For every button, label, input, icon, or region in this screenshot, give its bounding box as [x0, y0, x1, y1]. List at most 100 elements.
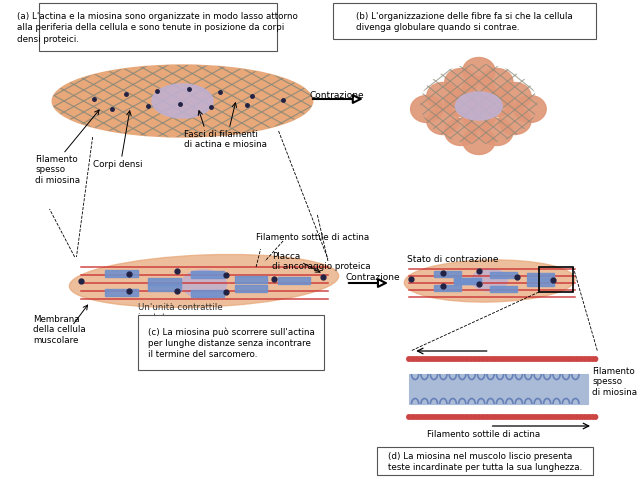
Ellipse shape [578, 357, 581, 361]
Bar [539, 267, 573, 292]
Ellipse shape [578, 415, 581, 420]
Ellipse shape [504, 415, 508, 420]
Ellipse shape [152, 85, 213, 119]
Text: Stato di contrazione: Stato di contrazione [407, 255, 498, 264]
Bar [235, 276, 267, 283]
Ellipse shape [493, 415, 497, 420]
Ellipse shape [485, 357, 489, 361]
Text: Filamento sottile di actina: Filamento sottile di actina [427, 429, 540, 438]
FancyBboxPatch shape [378, 447, 593, 475]
Ellipse shape [594, 415, 597, 420]
Ellipse shape [528, 415, 533, 420]
Ellipse shape [472, 269, 507, 291]
Ellipse shape [507, 357, 511, 361]
Ellipse shape [472, 415, 476, 420]
Bar [434, 286, 461, 291]
Ellipse shape [463, 59, 495, 85]
Ellipse shape [407, 415, 411, 420]
Bar [527, 274, 554, 279]
Ellipse shape [428, 415, 433, 420]
Ellipse shape [512, 357, 516, 361]
Ellipse shape [469, 357, 473, 361]
Ellipse shape [539, 415, 544, 420]
Text: Un'unità contrattile
in stato
di rilasciamento: Un'unità contrattile in stato di rilasci… [137, 302, 222, 332]
Ellipse shape [493, 357, 497, 361]
Ellipse shape [567, 415, 571, 420]
Ellipse shape [515, 357, 519, 361]
Ellipse shape [463, 77, 495, 104]
Ellipse shape [434, 415, 438, 420]
Ellipse shape [412, 415, 416, 420]
Text: (c) La miosina può scorrere sull'actina
per lunghe distanze senza incontrare
il : (c) La miosina può scorrere sull'actina … [148, 327, 314, 359]
Ellipse shape [481, 90, 513, 117]
Ellipse shape [528, 357, 533, 361]
Ellipse shape [423, 415, 427, 420]
Ellipse shape [447, 357, 451, 361]
Ellipse shape [445, 357, 449, 361]
Bar [454, 278, 481, 285]
Text: Placca
di ancoraggio proteica: Placca di ancoraggio proteica [272, 252, 371, 271]
Ellipse shape [550, 357, 554, 361]
Ellipse shape [456, 357, 459, 361]
Ellipse shape [526, 357, 530, 361]
Text: (d) La miosina nel muscolo liscio presenta
teste incardinate per tutta la sua lu: (d) La miosina nel muscolo liscio presen… [388, 451, 582, 471]
Ellipse shape [518, 357, 522, 361]
Ellipse shape [588, 415, 592, 420]
Ellipse shape [553, 415, 557, 420]
Ellipse shape [572, 357, 576, 361]
Ellipse shape [537, 357, 541, 361]
Ellipse shape [521, 415, 525, 420]
Ellipse shape [472, 357, 476, 361]
Ellipse shape [523, 357, 527, 361]
Ellipse shape [481, 69, 513, 96]
Ellipse shape [431, 357, 435, 361]
Ellipse shape [466, 415, 470, 420]
Ellipse shape [583, 415, 587, 420]
Ellipse shape [456, 415, 459, 420]
Bar [105, 270, 137, 277]
Ellipse shape [569, 357, 573, 361]
Ellipse shape [580, 415, 584, 420]
Ellipse shape [445, 90, 477, 117]
Ellipse shape [550, 415, 554, 420]
Ellipse shape [482, 415, 487, 420]
Ellipse shape [458, 357, 462, 361]
Bar [454, 278, 481, 285]
Text: (a) L'actina e la miosina sono organizzate in modo lasso attorno
alla periferia : (a) L'actina e la miosina sono organizza… [17, 12, 298, 44]
Ellipse shape [477, 415, 481, 420]
Ellipse shape [404, 260, 575, 302]
Ellipse shape [502, 357, 505, 361]
Bar [278, 277, 310, 285]
Ellipse shape [504, 357, 508, 361]
Ellipse shape [428, 357, 433, 361]
Ellipse shape [488, 415, 492, 420]
Ellipse shape [499, 415, 503, 420]
FancyBboxPatch shape [39, 4, 277, 52]
Ellipse shape [431, 415, 435, 420]
Ellipse shape [453, 357, 457, 361]
Ellipse shape [564, 357, 568, 361]
Ellipse shape [464, 415, 468, 420]
Ellipse shape [480, 357, 484, 361]
Ellipse shape [488, 357, 492, 361]
Ellipse shape [558, 357, 562, 361]
Ellipse shape [445, 69, 477, 96]
Ellipse shape [418, 357, 422, 361]
Ellipse shape [477, 357, 481, 361]
Ellipse shape [561, 357, 565, 361]
Ellipse shape [512, 415, 516, 420]
Ellipse shape [510, 357, 514, 361]
Bar [148, 285, 181, 291]
Ellipse shape [531, 357, 535, 361]
Ellipse shape [447, 415, 451, 420]
Bar [527, 280, 554, 287]
Ellipse shape [526, 415, 530, 420]
Bar [148, 278, 181, 286]
Ellipse shape [464, 357, 468, 361]
Ellipse shape [439, 415, 443, 420]
Ellipse shape [574, 415, 579, 420]
Ellipse shape [502, 415, 505, 420]
Text: Contrazione: Contrazione [310, 90, 365, 99]
Bar [489, 287, 516, 292]
Ellipse shape [410, 415, 413, 420]
